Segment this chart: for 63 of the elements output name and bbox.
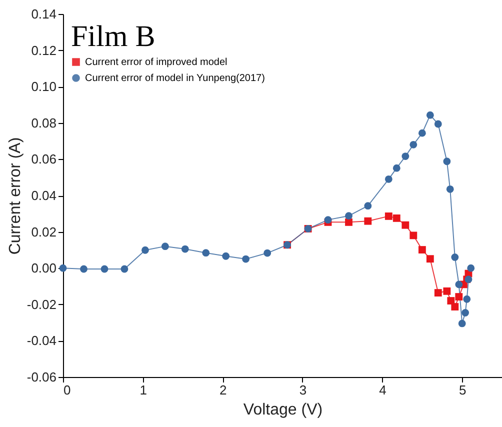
point [384,212,392,220]
point [434,120,442,128]
y-tick-label: 0.06 [31,152,56,167]
x-tick-label: 3 [299,382,307,398]
y-tick-label: 0.12 [31,42,56,58]
point [463,295,471,303]
point [222,252,230,260]
point [451,303,459,310]
legend-label: Current error of model in Yunpeng(2017) [85,73,265,84]
y-tick-label: -0.04 [26,333,56,348]
y-tick-label: 0.08 [31,115,56,130]
x-tick-label: 5 [458,382,466,398]
y-tick-label: 0.14 [31,6,56,22]
x-axis-title: Voltage (V) [243,402,323,418]
point [402,152,410,160]
point [426,111,434,119]
x-tick-label: 4 [379,382,386,398]
x-tick-label: 2 [220,382,227,398]
point [364,217,372,225]
legend-title: Film B [71,20,156,53]
point [120,265,128,273]
point [80,265,88,273]
point [392,164,400,172]
point [455,280,463,288]
point [443,158,451,166]
point [264,249,272,257]
x-tick-label: 0 [64,382,71,398]
y-tick-label: 0.10 [31,79,56,94]
point [418,246,426,254]
point [364,202,372,210]
point [467,264,475,272]
point [410,140,418,148]
point [402,221,410,229]
point [426,255,434,263]
point [447,297,455,304]
point [100,265,108,273]
y-tick-label: 0.02 [31,224,56,240]
point [384,175,392,183]
point [418,129,426,137]
point [462,309,469,316]
point [458,320,466,328]
point [202,249,210,257]
point [446,185,454,193]
point [59,264,67,272]
legend-label: Current error of improved model [85,57,228,68]
point [455,293,463,300]
y-tick-label: -0.06 [26,370,56,384]
y-tick-label: 0.04 [31,188,56,203]
point [142,246,149,254]
x-tick-label: 1 [140,382,147,398]
point [451,254,459,261]
point [345,212,352,220]
point [410,232,418,240]
y-axis-title: Current error (A) [6,137,24,255]
y-tick-label: -0.02 [26,296,56,312]
point [392,214,400,222]
point [434,289,442,296]
point [181,245,189,253]
point [242,255,250,263]
point [161,242,169,250]
point [443,287,451,295]
y-tick-label: 0.00 [31,260,56,276]
point [345,218,352,226]
